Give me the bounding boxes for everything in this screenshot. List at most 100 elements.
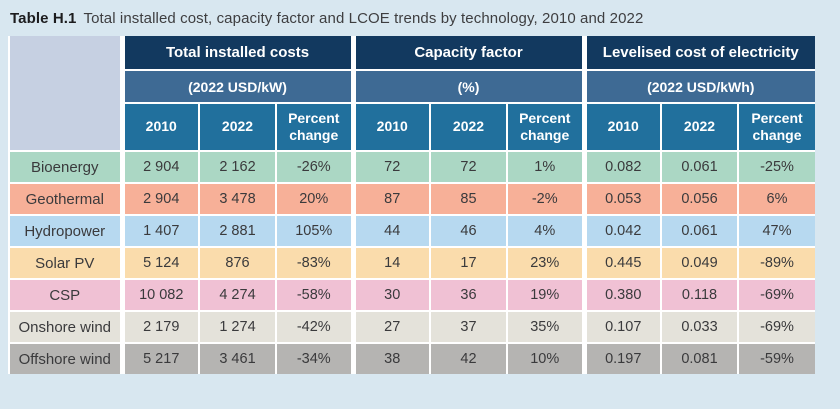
technology-cell: Hydropower	[8, 214, 123, 248]
value-cell: 0.118	[660, 278, 739, 312]
unit-header-percent: (%)	[350, 69, 585, 104]
column-header-2010: 2010	[581, 102, 662, 152]
value-cell: 1 407	[119, 214, 200, 248]
value-cell: 42	[429, 342, 508, 374]
value-cell: 0.056	[660, 182, 739, 216]
value-cell: 0.107	[581, 310, 662, 344]
value-cell: 1%	[506, 150, 585, 184]
column-header-percent-change: Percent change	[275, 102, 354, 152]
column-header-percent-change: Percent change	[506, 102, 585, 152]
value-cell: 0.445	[581, 246, 662, 280]
value-cell: -25%	[737, 150, 815, 184]
value-cell: -34%	[275, 342, 354, 374]
column-header-2010: 2010	[119, 102, 200, 152]
value-cell: 20%	[275, 182, 354, 216]
value-cell: 0.053	[581, 182, 662, 216]
value-cell: 0.033	[660, 310, 739, 344]
table-row: Offshore wind 5 217 3 461 -34% 38 42 10% 0.197 0…	[8, 342, 815, 374]
table-row: Hydropower 1 407 2 881 105% 44 46 4% 0.042 0.061…	[8, 214, 815, 248]
value-cell: 0.082	[581, 150, 662, 184]
value-cell: 87	[350, 182, 431, 216]
value-cell: -59%	[737, 342, 815, 374]
value-cell: 2 162	[198, 150, 277, 184]
value-cell: 105%	[275, 214, 354, 248]
group-header-total-installed-costs: Total installed costs	[119, 36, 354, 71]
value-cell: 4 274	[198, 278, 277, 312]
technology-cell: Bioenergy	[8, 150, 123, 184]
value-cell: 3 478	[198, 182, 277, 216]
value-cell: 36	[429, 278, 508, 312]
value-cell: -89%	[737, 246, 815, 280]
table-title-text: Total installed cost, capacity factor an…	[83, 10, 644, 27]
column-header-2022: 2022	[198, 102, 277, 152]
value-cell: 23%	[506, 246, 585, 280]
table-number: Table H.1	[10, 10, 77, 27]
value-cell: 0.197	[581, 342, 662, 374]
value-cell: 3 461	[198, 342, 277, 374]
data-table: Total installed costs Capacity factor Le…	[8, 36, 815, 374]
value-cell: -58%	[275, 278, 354, 312]
value-cell: 37	[429, 310, 508, 344]
value-cell: -83%	[275, 246, 354, 280]
value-cell: 0.061	[660, 214, 739, 248]
group-header-row: Total installed costs Capacity factor Le…	[8, 36, 815, 152]
technology-cell: CSP	[8, 278, 123, 312]
column-header-2010: 2010	[350, 102, 431, 152]
value-cell: 10%	[506, 342, 585, 374]
column-header-percent-change: Percent change	[737, 102, 815, 152]
technology-cell: Solar PV	[8, 246, 123, 280]
value-cell: 35%	[506, 310, 585, 344]
value-cell: 14	[350, 246, 431, 280]
value-cell: 47%	[737, 214, 815, 248]
value-cell: 0.042	[581, 214, 662, 248]
value-cell: 0.081	[660, 342, 739, 374]
value-cell: 2 904	[119, 182, 200, 216]
column-header-2022: 2022	[429, 102, 508, 152]
column-header-2022: 2022	[660, 102, 739, 152]
corner-cell	[8, 36, 123, 152]
value-cell: 0.049	[660, 246, 739, 280]
value-cell: 4%	[506, 214, 585, 248]
value-cell: 0.380	[581, 278, 662, 312]
year-header-row: 2010 2022 Percent change 2010 2022 Percent ch…	[9, 102, 815, 152]
value-cell: -42%	[275, 310, 354, 344]
value-cell: 876	[198, 246, 277, 280]
value-cell: -69%	[737, 278, 815, 312]
value-cell: 19%	[506, 278, 585, 312]
value-cell: 72	[429, 150, 508, 184]
value-cell: 10 082	[119, 278, 200, 312]
table-caption: Table H.1 Total installed cost, capacity …	[0, 0, 840, 27]
value-cell: -26%	[275, 150, 354, 184]
unit-header-usd-kw: (2022 USD/kW)	[119, 69, 354, 104]
value-cell: 38	[350, 342, 431, 374]
value-cell: 44	[350, 214, 431, 248]
unit-header-usd-kwh: (2022 USD/kWh)	[581, 69, 815, 104]
technology-cell: Offshore wind	[8, 342, 123, 374]
value-cell: 0.061	[660, 150, 739, 184]
value-cell: 5 124	[119, 246, 200, 280]
value-cell: 1 274	[198, 310, 277, 344]
unit-header-row: (2022 USD/kW) (%) (2022 USD/kWh)	[9, 69, 815, 104]
technology-cell: Geothermal	[8, 182, 123, 216]
value-cell: 2 179	[119, 310, 200, 344]
value-cell: -69%	[737, 310, 815, 344]
table-row: Geothermal 2 904 3 478 20% 87 85 -2% 0.053 0.056…	[8, 182, 815, 216]
value-cell: 72	[350, 150, 431, 184]
table-row: Solar PV 5 124 876 -83% 14 17 23% 0.445 0.049 -89…	[8, 246, 815, 280]
group-header-lcoe: Levelised cost of electricity	[581, 36, 815, 71]
value-cell: 27	[350, 310, 431, 344]
technology-cell: Onshore wind	[8, 310, 123, 344]
table-row: CSP 10 082 4 274 -58% 30 36 19% 0.380 0.118 -69%	[8, 278, 815, 312]
value-cell: -2%	[506, 182, 585, 216]
group-header-capacity-factor: Capacity factor	[350, 36, 585, 71]
value-cell: 6%	[737, 182, 815, 216]
value-cell: 2 881	[198, 214, 277, 248]
value-cell: 5 217	[119, 342, 200, 374]
value-cell: 30	[350, 278, 431, 312]
value-cell: 2 904	[119, 150, 200, 184]
value-cell: 85	[429, 182, 508, 216]
table-row: Onshore wind 2 179 1 274 -42% 27 37 35% 0.107 0.…	[8, 310, 815, 344]
value-cell: 46	[429, 214, 508, 248]
table-row: Bioenergy 2 904 2 162 -26% 72 72 1% 0.082 0.061-…	[8, 150, 815, 184]
value-cell: 17	[429, 246, 508, 280]
